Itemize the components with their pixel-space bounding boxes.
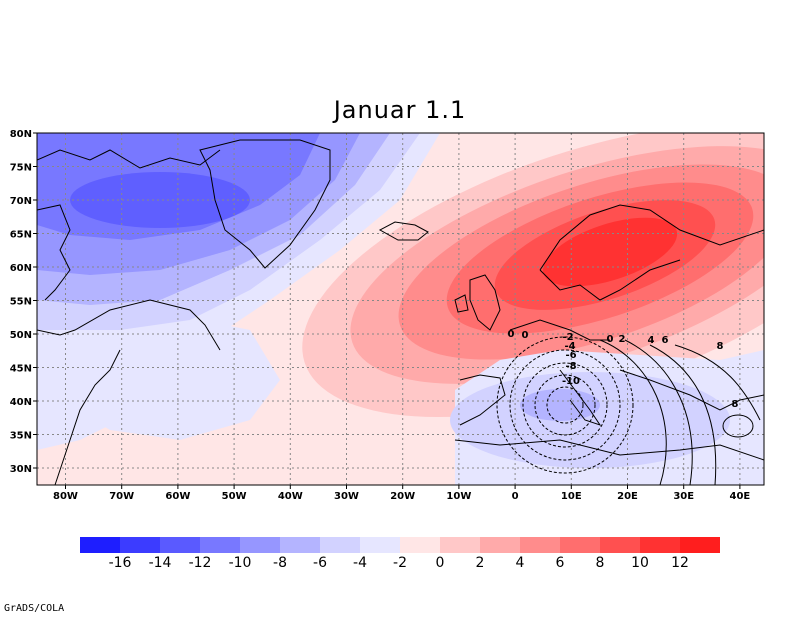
longitude-label: 0 [512,491,519,502]
contour-lines [496,336,761,485]
coastlines [37,139,764,485]
colorbar-label: -16 [109,555,132,571]
footer-credit: GrADS/COLA [4,603,65,614]
contour-label: 2 [619,334,626,345]
contour-label: -8 [565,361,576,372]
map-frame [36,132,765,486]
colorbar-label: 8 [596,555,605,571]
latitude-label: 70N [10,196,32,207]
colorbar-swatch [240,537,280,553]
colorbar-swatch [320,537,360,553]
contour-label: 6 [662,335,669,346]
contour-label: 0 [508,329,515,340]
colorbar-label: -4 [353,555,367,571]
latitude-label: 80N [10,129,32,140]
longitude-label: 40E [730,491,751,502]
colorbar-swatch [560,537,600,553]
longitude-labels: 80W 70W 60W 50W 40W 30W 20W 10W 0 10E 20E 30E 40E [53,485,750,502]
colorbar-label: 10 [631,555,649,571]
longitude-label: 60W [165,491,190,502]
colorbar-swatch [80,537,120,553]
colorbar-label: -14 [149,555,172,571]
longitude-label: 80W [53,491,78,502]
colorbar-swatch [400,537,440,553]
latitude-label: 55N [10,297,32,308]
colorbar-swatch [280,537,320,553]
contour-label: 8 [717,341,724,352]
colorbar-swatch [480,537,520,553]
longitude-label: 20W [390,491,415,502]
colorbar-label: -12 [189,555,212,571]
colorbar-swatch [600,537,640,553]
contour-label: -6 [565,350,576,361]
latitude-label: 75N [10,163,32,174]
colorbar-swatch [520,537,560,553]
colorbar-label: -6 [313,555,327,571]
latitude-label: 60N [10,263,32,274]
colorbar [80,537,720,553]
shaded-field [37,133,764,485]
longitude-label: 70W [109,491,134,502]
colorbar-label: 12 [671,555,689,571]
longitude-label: 50W [222,491,247,502]
contour-label-group: 0 0 -2-4-6-8-100 2 4 688 [508,329,739,410]
longitude-label: 40W [278,491,303,502]
colorbar-label: 2 [476,555,485,571]
contour-label: 0 [607,334,614,345]
longitude-label: 30W [334,491,359,502]
colorbar-label: 4 [516,555,525,571]
latitude-labels: 80N 75N 70N 65N 60N 55N 50N 45N 40N 35N 30N [10,129,37,475]
longitude-label: 10W [446,491,471,502]
colorbar-label: -8 [273,555,287,571]
latitude-label: 40N [10,397,32,408]
contour-label: 4 [648,335,655,346]
colorbar-swatch [680,537,720,553]
contour-label: -10 [562,376,580,387]
contour-label: -4 [564,341,575,352]
map-title: Januar 1.1 [333,96,467,124]
colorbar-label: -10 [229,555,252,571]
colorbar-swatch [160,537,200,553]
contour-label: -2 [562,332,573,343]
colorbar-swatch [640,537,680,553]
colorbar-swatch [440,537,480,553]
colorbar-swatch [360,537,400,553]
contour-label: 8 [732,399,739,410]
latitude-label: 35N [10,431,32,442]
colorbar-swatch [200,537,240,553]
colorbar-label: 0 [436,555,445,571]
latitude-label: 45N [10,364,32,375]
latitude-label: 65N [10,230,32,241]
latitude-label: 50N [10,330,32,341]
longitude-label: 20E [617,491,638,502]
colorbar-swatch [120,537,160,553]
longitude-label: 30E [673,491,694,502]
longitude-label: 10E [561,491,582,502]
colorbar-labels: -16 -14 -12 -10 -8 -6 -4 -2 0 2 4 6 8 10 12 [109,555,689,571]
colorbar-label: -2 [393,555,407,571]
latitude-label: 30N [10,464,32,475]
colorbar-label: 6 [556,555,565,571]
contour-label: 0 [522,330,529,341]
